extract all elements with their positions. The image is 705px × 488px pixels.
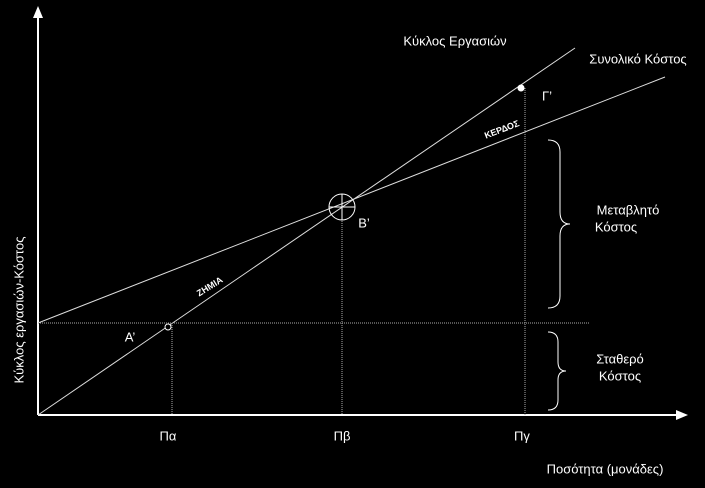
- point-label: Α’: [125, 329, 136, 344]
- chart-lines: [37, 47, 666, 416]
- guides: [38, 88, 590, 415]
- fixed-cost-label: Σταθερό: [596, 351, 644, 366]
- point-label: Β’: [358, 215, 370, 230]
- axes: [37, 16, 678, 416]
- fixed-cost-label: Κόστος: [599, 368, 641, 383]
- x-tick-label: Πα: [160, 428, 177, 443]
- x-arrow: [676, 410, 688, 420]
- point-c: [517, 84, 525, 92]
- variable-cost-label: Μεταβλητό: [597, 202, 660, 217]
- total-cost-label: Συνολικό Κόστος: [589, 51, 686, 66]
- fixed-cost-brace: [547, 331, 567, 411]
- variable-cost-label: Κόστος: [595, 219, 637, 234]
- point-label: Γ’: [542, 88, 552, 103]
- x-tick-label: Πγ: [514, 428, 530, 443]
- revenue-label: Κύκλος Εργασιών: [403, 33, 506, 48]
- variable-cost-brace: [547, 139, 571, 309]
- y-arrow: [33, 6, 43, 18]
- total-cost-line: [37, 76, 666, 324]
- point-a: [164, 323, 172, 331]
- revenue-line: [37, 47, 576, 416]
- y-axis-label: Κύκλος εργασιών-Κόστος: [11, 237, 26, 384]
- break-even-marker: [328, 193, 356, 221]
- x-axis-label: Ποσότητα (μονάδες): [547, 461, 664, 476]
- x-tick-label: Πβ: [334, 428, 351, 443]
